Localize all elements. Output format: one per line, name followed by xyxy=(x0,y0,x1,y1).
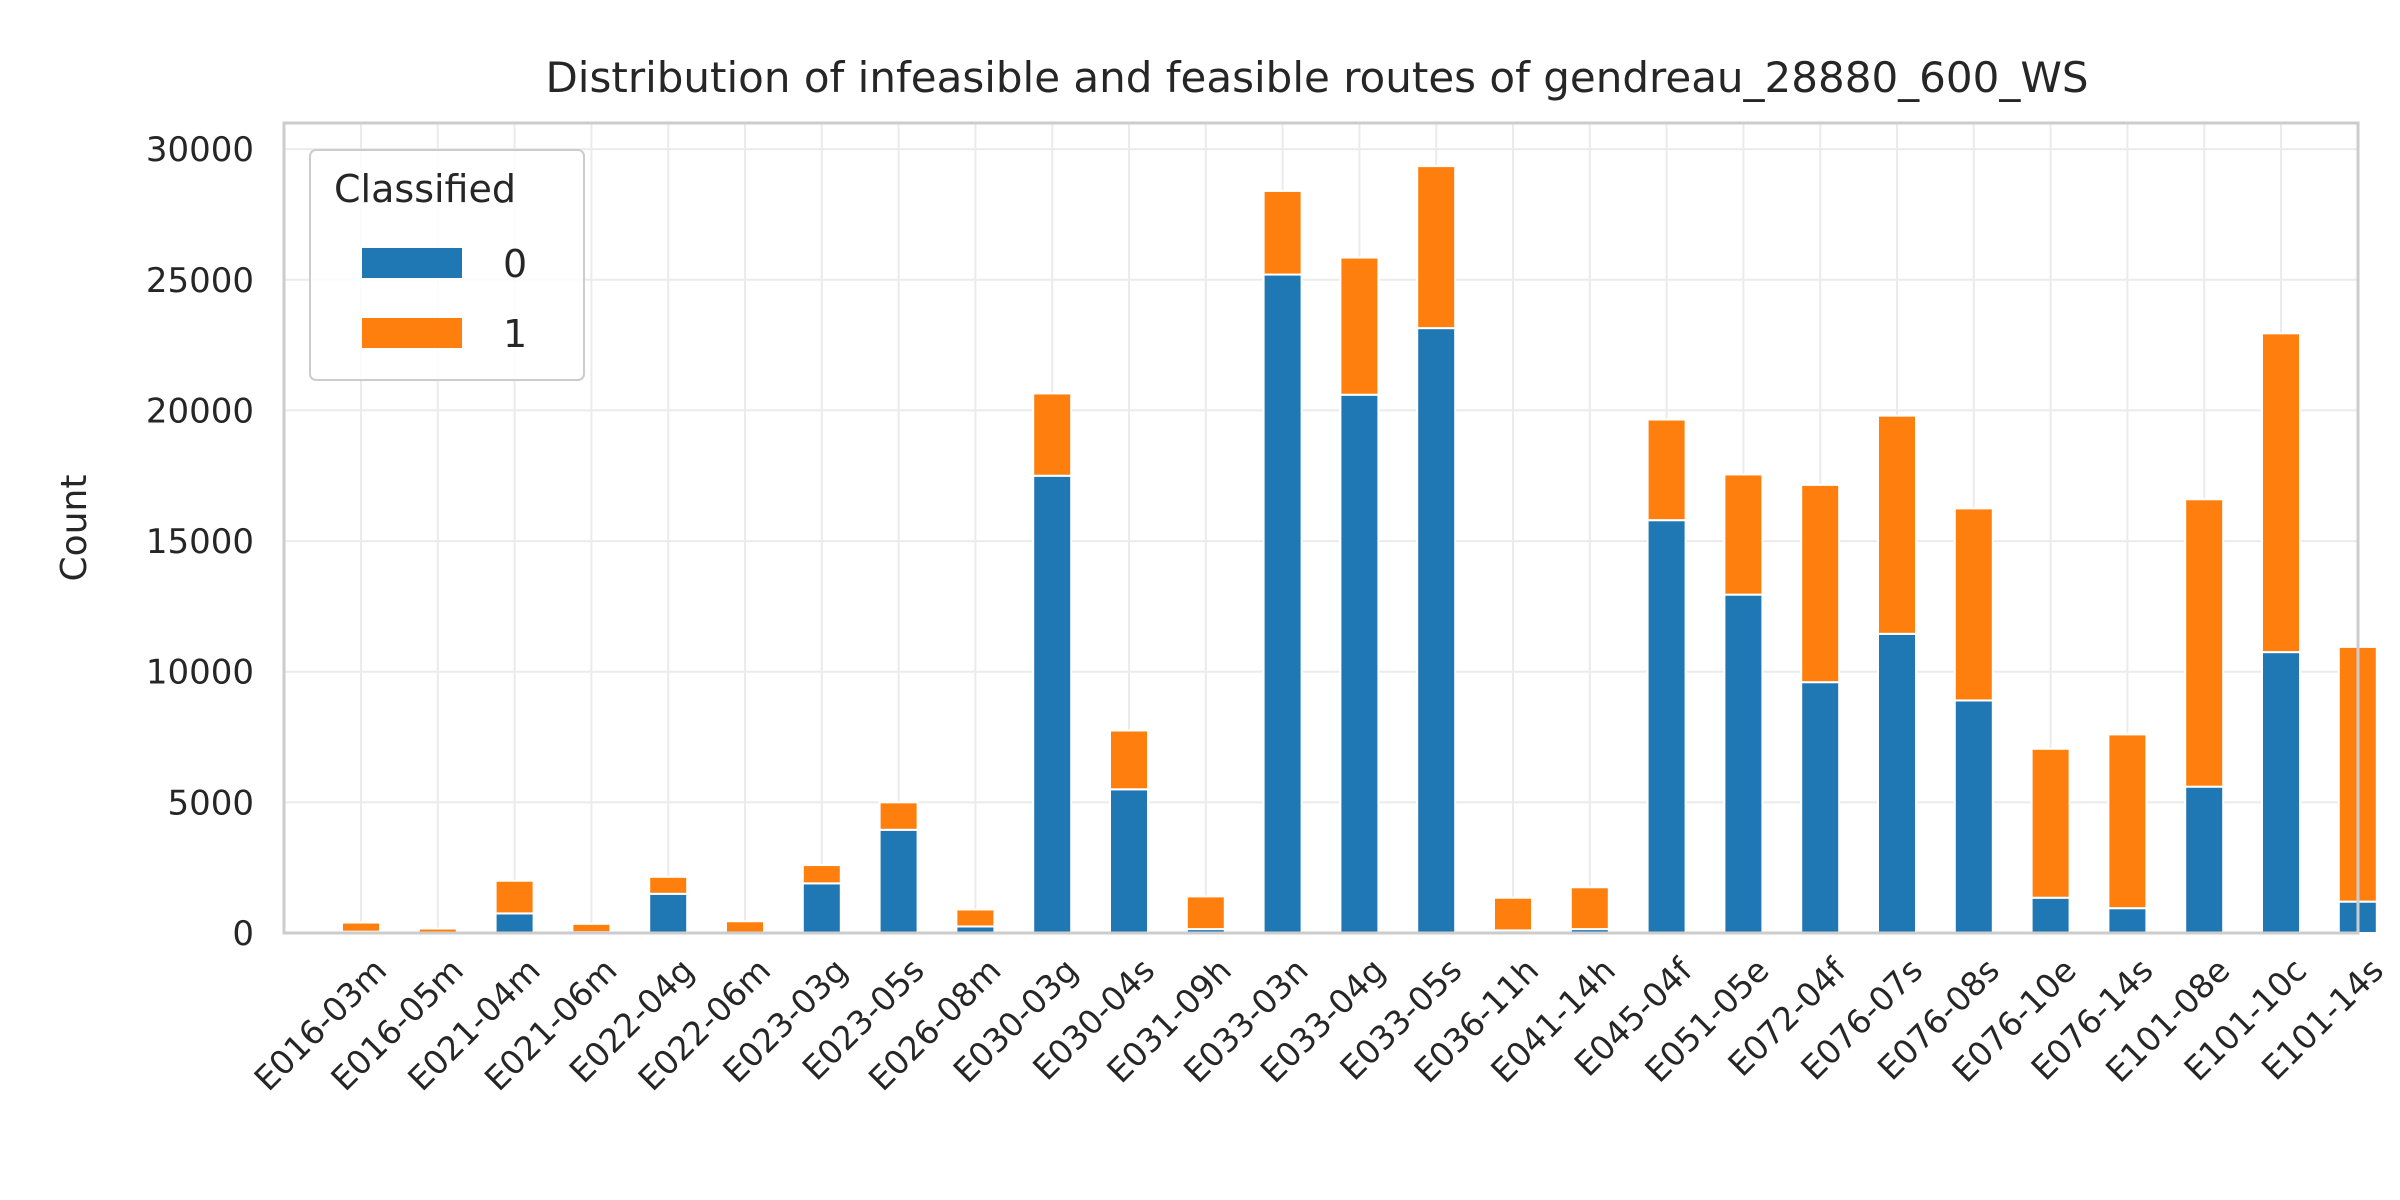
bar-series-1-E023-05s xyxy=(878,801,919,831)
y-tick-label: 20000 xyxy=(146,391,254,431)
bar-series-1-E022-06m xyxy=(725,920,765,934)
bar-series-0-E033-04g xyxy=(1339,393,1380,934)
bar-series-0-E023-03g xyxy=(801,882,842,935)
bar-series-0-E072-04f xyxy=(1800,681,1841,935)
bar-series-1-E033-04g xyxy=(1339,256,1380,396)
bar-series-1-E041-14h xyxy=(1569,886,1610,931)
bar-series-1-E072-04f xyxy=(1800,483,1841,684)
bar-series-0-E051-05e xyxy=(1723,593,1764,934)
bar-series-0-E023-05s xyxy=(878,828,919,935)
bar-series-0-E022-04g xyxy=(648,892,689,935)
bar-series-0-E030-04s xyxy=(1109,788,1149,935)
bar-series-1-E076-08s xyxy=(1953,507,1994,702)
y-axis-ticks: 0 5000 10000 15000 20000 25000 30000 xyxy=(146,130,254,954)
bar-series-0-E030-03g xyxy=(1032,474,1073,934)
bar-series-1-E101-08e xyxy=(2184,498,2225,788)
bar-series-1-E022-04g xyxy=(648,875,689,895)
bar-series-1-E101-10c xyxy=(2261,332,2301,654)
bar-series-1-E076-10e xyxy=(2030,747,2071,899)
plot-frame xyxy=(282,121,2360,935)
bar-series-0-E045-04f xyxy=(1646,519,1687,935)
y-tick-label: 5000 xyxy=(167,783,254,823)
y-tick-label: 10000 xyxy=(146,653,254,693)
y-axis-label: Count xyxy=(54,475,95,582)
bar-series-0-E033-03n xyxy=(1262,273,1303,934)
y-tick-label: 15000 xyxy=(146,522,254,562)
y-tick-label: 25000 xyxy=(146,261,254,301)
bar-series-1-E030-04s xyxy=(1109,729,1149,791)
bar-series-1-E016-03m xyxy=(341,921,381,933)
chart-title: Distribution of infeasible and feasible … xyxy=(545,53,2088,102)
bar-series-0-E101-10c xyxy=(2261,651,2301,934)
bar-series-1-E031-09h xyxy=(1185,895,1226,931)
bar-series-0-E033-05s xyxy=(1416,327,1457,934)
bar-series-1-E030-03g xyxy=(1032,392,1073,477)
legend-label-0: 0 xyxy=(503,242,527,286)
bar-series-1-E076-14s xyxy=(2107,733,2148,910)
x-axis-ticks: E016-03mE016-05mE021-04mE021-06mE022-04g… xyxy=(246,950,2391,1099)
bar-series-0-E101-08e xyxy=(2184,785,2225,935)
legend-swatch-1 xyxy=(362,318,462,348)
bar-series-1-E051-05e xyxy=(1723,473,1764,596)
bar-series-0-E076-07s xyxy=(1877,632,1917,934)
bar-series-1-E033-03n xyxy=(1262,189,1303,276)
y-tick-label: 0 xyxy=(232,914,254,954)
legend: Classified 0 1 xyxy=(309,149,585,381)
bar-series-1-E045-04f xyxy=(1646,418,1687,522)
bar-series-0-E076-08s xyxy=(1953,699,1994,934)
bar-series-1-E033-05s xyxy=(1416,165,1457,330)
legend-title: Classified xyxy=(334,167,516,211)
legend-swatch-0 xyxy=(362,248,462,278)
bar-series-1-E076-07s xyxy=(1877,414,1917,635)
bar-series-1-E021-06m xyxy=(571,922,612,934)
bar-series-0-E076-10e xyxy=(2030,896,2071,935)
bars xyxy=(341,165,2378,935)
bar-series-1-E023-03g xyxy=(801,864,842,885)
bar-series-1-E026-08m xyxy=(955,908,996,928)
bar-series-1-E021-04m xyxy=(494,879,535,915)
bar-series-1-E036-11h xyxy=(1493,896,1533,932)
y-tick-label: 30000 xyxy=(146,130,254,170)
bar-series-0-E076-14s xyxy=(2107,907,2148,935)
legend-label-1: 1 xyxy=(503,312,527,356)
bar-series-0-E021-04m xyxy=(494,912,535,934)
